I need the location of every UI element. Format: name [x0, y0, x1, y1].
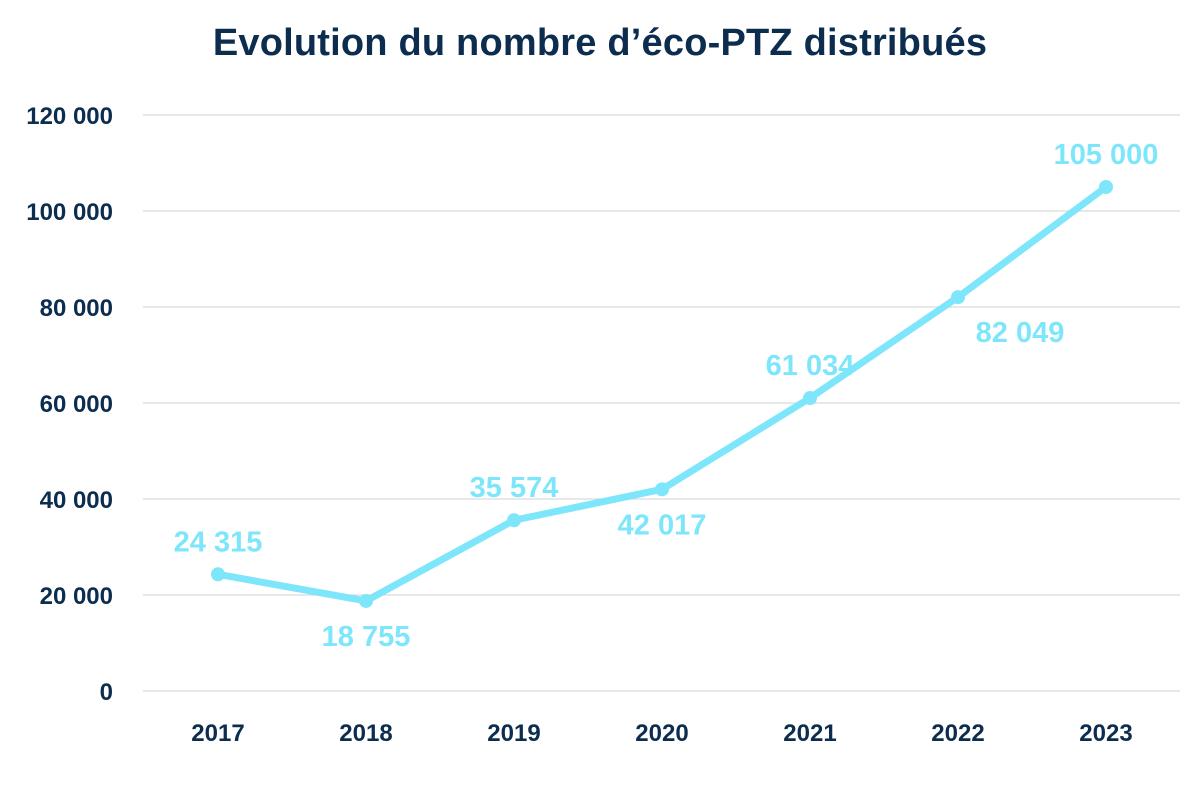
x-tick-label-4: 2021: [783, 720, 836, 747]
y-tick-label-2: 40 000: [40, 487, 113, 514]
x-tick-label-6: 2023: [1079, 720, 1132, 747]
data-label-4: 61 034: [766, 350, 855, 382]
data-label-0: 24 315: [174, 526, 263, 558]
y-tick-label-3: 60 000: [40, 391, 113, 418]
x-tick-label-3: 2020: [635, 720, 688, 747]
y-tick-label-5: 100 000: [26, 199, 113, 226]
chart-title: Evolution du nombre d’éco-PTZ distribués: [212, 22, 988, 64]
y-tick-label-0: 0: [100, 679, 113, 706]
x-tick-label-0: 2017: [191, 720, 244, 747]
data-point-6: [1099, 180, 1113, 194]
x-tick-label-1: 2018: [339, 720, 392, 747]
data-point-1: [359, 593, 373, 608]
data-label-6: 105 000: [1054, 139, 1159, 171]
data-point-0: [211, 567, 225, 582]
data-label-1: 18 755: [322, 621, 411, 653]
data-label-3: 42 017: [618, 509, 707, 541]
y-tick-label-4: 80 000: [40, 295, 113, 322]
data-label-2: 35 574: [470, 472, 559, 504]
x-tick-label-5: 2022: [931, 720, 984, 747]
data-point-4: [803, 391, 817, 406]
data-label-5: 82 049: [976, 317, 1065, 349]
data-point-3: [655, 482, 669, 497]
y-tick-label-6: 120 000: [26, 103, 113, 130]
data-point-5: [951, 290, 965, 305]
data-point-2: [507, 513, 521, 528]
x-tick-label-2: 2019: [487, 720, 540, 747]
y-tick-label-1: 20 000: [40, 583, 113, 610]
